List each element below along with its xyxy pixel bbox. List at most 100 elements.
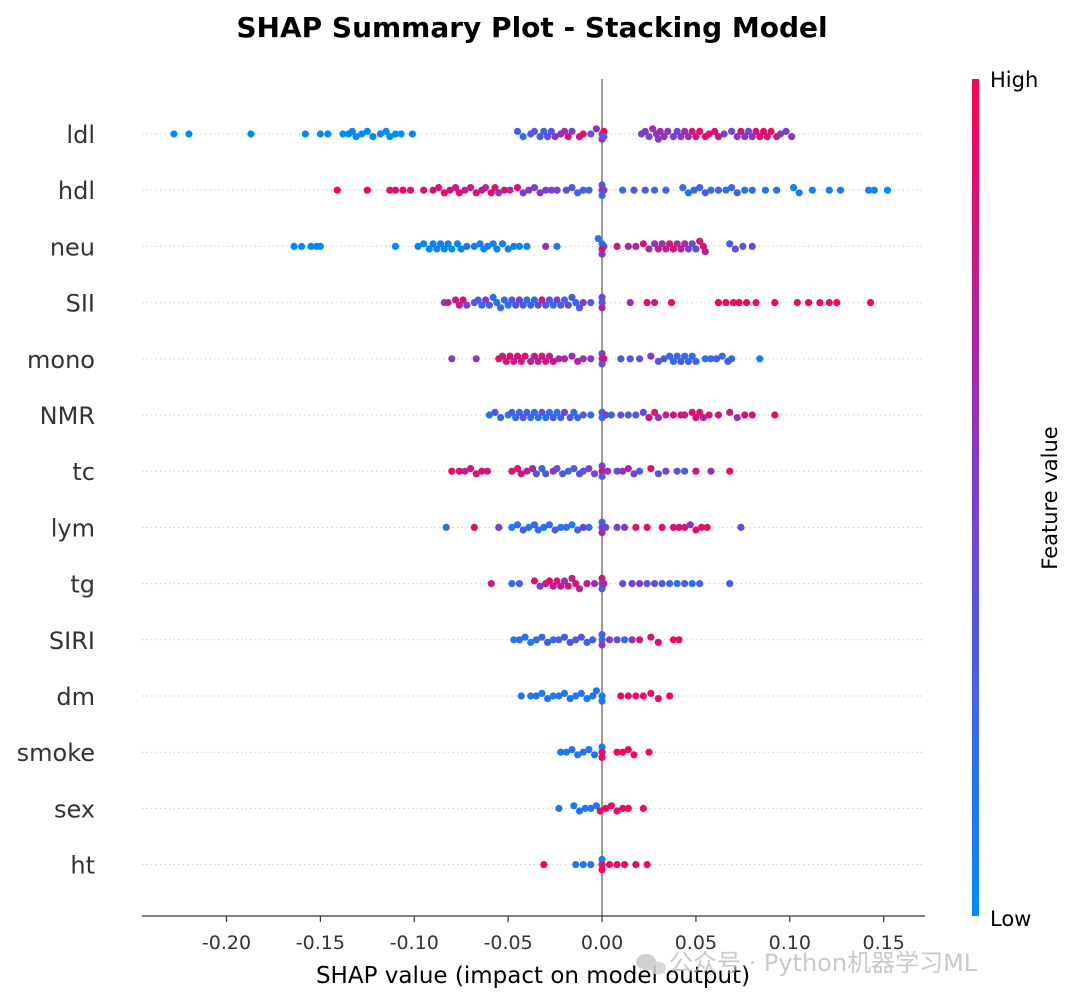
shap-point-lym — [557, 523, 565, 532]
shap-point-ldl — [600, 133, 608, 141]
shap-point-lym — [470, 523, 478, 532]
shap-point-ldl — [316, 130, 324, 138]
shap-point-ht — [598, 861, 606, 869]
shap-point-mono — [681, 352, 689, 360]
shap-point-ldl — [788, 133, 796, 141]
x-axis-label: SHAP value (impact on model output) — [316, 963, 750, 989]
shap-point-ldl — [339, 130, 347, 138]
shap-point-sii — [587, 299, 595, 307]
shap-point-smoke — [585, 746, 593, 754]
shap-point-siri — [555, 636, 563, 644]
shap-point-ldl — [681, 127, 689, 135]
shap-point-dm — [592, 687, 601, 695]
shap-point-dm — [639, 692, 647, 700]
shap-point-neu — [498, 240, 507, 248]
shap-point-ldl — [705, 130, 713, 138]
shap-point-tc — [528, 465, 537, 473]
colorbar-title: Feature value — [1038, 426, 1062, 569]
shap-point-mono — [530, 352, 539, 360]
shap-point-tc — [654, 470, 662, 478]
shap-point-tc — [538, 465, 546, 473]
shap-point-hdl — [536, 189, 544, 197]
shap-point-hdl — [519, 189, 527, 197]
shap-point-ldl — [692, 133, 700, 141]
feature-label-dm: dm — [56, 683, 95, 711]
shap-point-tc — [598, 467, 606, 475]
shap-point-hdl — [870, 186, 878, 194]
shap-point-neu — [666, 240, 674, 248]
shap-point-nmr — [557, 414, 565, 422]
shap-point-sii — [579, 299, 587, 307]
shap-point-sex — [602, 804, 610, 813]
shap-point-mono — [626, 355, 634, 363]
shap-point-hdl — [714, 186, 723, 194]
watermark: 公众号 · Python机器学习ML — [636, 949, 978, 977]
shap-point-neu — [290, 242, 298, 250]
shap-point-mono — [647, 352, 655, 360]
shap-point-ldl — [363, 127, 371, 135]
shap-point-nmr — [527, 414, 535, 422]
shap-point-ldl — [547, 127, 555, 135]
shap-point-nmr — [617, 411, 625, 419]
shap-point-ldl — [540, 127, 548, 135]
shap-point-tg — [568, 574, 576, 583]
shap-point-hdl — [420, 186, 428, 194]
shap-point-mono — [498, 352, 507, 360]
shap-point-tc — [590, 470, 599, 478]
shap-point-ldl — [752, 127, 760, 135]
shap-point-hdl — [363, 186, 371, 194]
shap-point-sii — [557, 301, 565, 309]
shap-point-neu — [658, 240, 666, 248]
shap-point-neu — [598, 250, 606, 258]
shap-point-tg — [658, 580, 666, 588]
shap-point-ldl — [664, 127, 672, 135]
shap-point-siri — [543, 638, 552, 647]
shap-point-nmr — [699, 414, 708, 422]
shap-point-nmr — [553, 408, 561, 416]
shap-point-sii — [497, 304, 505, 312]
shap-point-lym — [598, 518, 606, 526]
feature-label-siri: SIRI — [49, 627, 95, 655]
shap-point-neu — [669, 245, 677, 253]
shap-point-lym — [540, 523, 548, 532]
shap-point-ldl — [759, 127, 768, 135]
shap-point-tc — [472, 470, 480, 478]
shap-point-sii — [568, 293, 576, 301]
shap-point-tg — [651, 580, 659, 588]
shap-point-nmr — [512, 414, 520, 422]
shap-point-ldl — [728, 127, 736, 135]
shap-point-ht — [598, 855, 606, 864]
shap-point-lym — [585, 523, 593, 532]
shap-point-sii — [729, 299, 738, 307]
shap-point-sex — [639, 804, 647, 813]
shap-point-smoke — [579, 748, 587, 756]
shap-point-ldl — [564, 133, 572, 141]
shap-point-tg — [643, 580, 651, 588]
shap-point-ldl — [382, 127, 390, 135]
shap-point-lym — [692, 526, 700, 534]
shap-point-neu — [673, 240, 681, 248]
shap-point-hdl — [487, 189, 495, 197]
shap-point-mono — [692, 357, 700, 365]
shap-point-tg — [635, 580, 644, 588]
shap-point-nmr — [771, 411, 779, 419]
shap-point-siri — [598, 631, 606, 639]
shap-point-mono — [448, 355, 456, 363]
shap-point-lym — [643, 523, 651, 532]
shap-point-lym — [495, 523, 503, 532]
shap-point-tc — [681, 467, 689, 475]
shap-point-hdl — [585, 186, 593, 194]
feature-label-tg: tg — [70, 571, 95, 599]
shap-point-nmr — [733, 414, 741, 422]
shap-point-ldl — [369, 133, 377, 141]
shap-point-tc — [630, 470, 638, 478]
shap-point-sii — [500, 296, 508, 304]
feature-label-nmr: NMR — [40, 402, 95, 430]
shap-point-dm — [527, 692, 535, 700]
shap-point-tg — [666, 580, 674, 588]
shap-point-hdl — [333, 186, 341, 194]
shap-point-sii — [804, 299, 813, 307]
shap-point-lym — [675, 523, 683, 532]
shap-point-neu — [457, 245, 465, 253]
shap-point-ldl — [688, 127, 696, 135]
